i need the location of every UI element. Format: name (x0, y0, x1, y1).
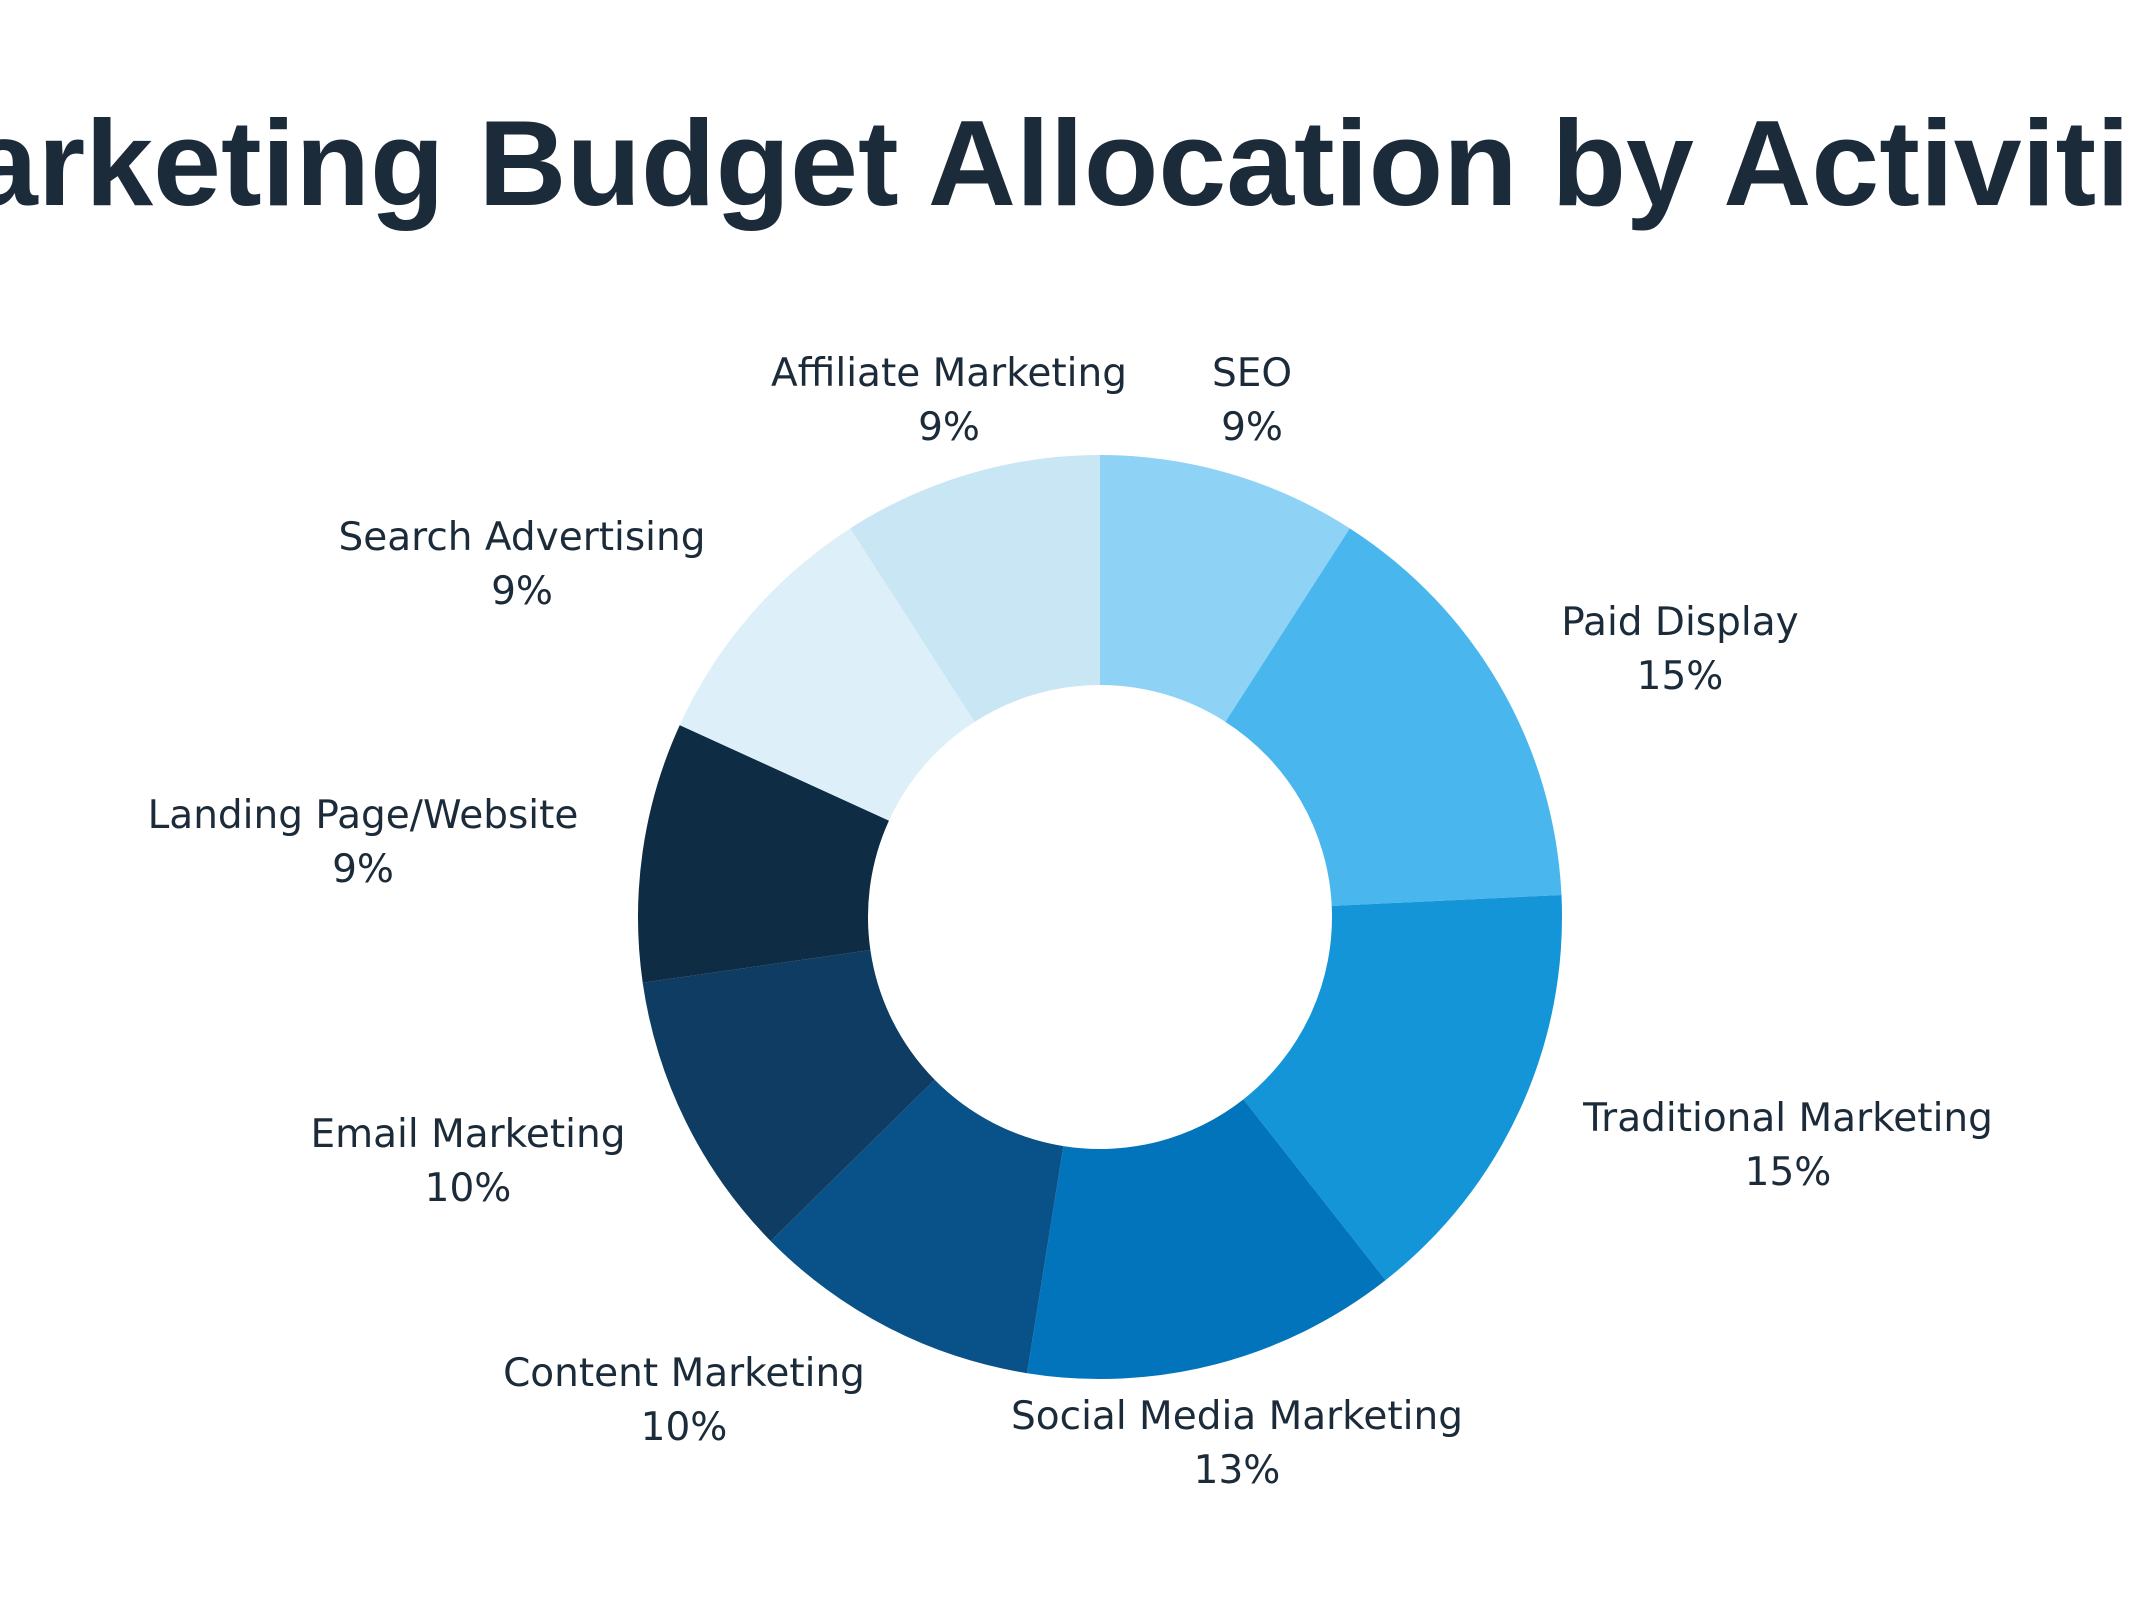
slice-paid-display (1225, 528, 1562, 906)
slice-label-content-marketing: Content Marketing (503, 1351, 865, 1396)
slice-traditional-marketing (1243, 895, 1562, 1281)
slice-labels: SEO 9% Paid Display 15% Traditional Marketin… (148, 351, 1993, 1493)
slice-value-content-marketing: 10% (641, 1405, 728, 1450)
slice-social-media-marketing (1027, 1099, 1386, 1380)
slice-content-marketing (770, 1079, 1064, 1374)
slice-label-seo: SEO (1212, 351, 1292, 396)
slice-value-seo: 9% (1221, 405, 1283, 450)
slice-label-search-advertising: Search Advertising (339, 515, 706, 560)
slice-label-paid-display: Paid Display (1561, 600, 1798, 645)
slice-value-affiliate-marketing: 9% (918, 405, 980, 450)
slice-value-traditional-marketing: 15% (1745, 1150, 1832, 1195)
chart-title: Marketing Budget Allocation by Activitie… (0, 95, 2134, 231)
slice-email-marketing (642, 950, 935, 1242)
donut-slices (638, 455, 1562, 1380)
slice-value-paid-display: 15% (1637, 654, 1724, 699)
slice-search-advertising (679, 528, 975, 821)
slice-affiliate-marketing (850, 455, 1100, 722)
slice-label-affiliate-marketing: Affiliate Marketing (771, 351, 1127, 396)
slice-landing-page-website (638, 725, 889, 983)
slice-value-social-media-marketing: 13% (1194, 1448, 1281, 1493)
slice-value-landing-page-website: 9% (332, 847, 394, 892)
slice-label-social-media-marketing: Social Media Marketing (1011, 1394, 1463, 1439)
slice-value-email-marketing: 10% (425, 1166, 512, 1211)
slice-label-landing-page-website: Landing Page/Website (148, 793, 579, 838)
slice-value-search-advertising: 9% (491, 569, 553, 614)
slice-seo (1100, 455, 1350, 722)
slice-label-traditional-marketing: Traditional Marketing (1582, 1096, 1993, 1141)
slice-label-email-marketing: Email Marketing (311, 1112, 626, 1157)
